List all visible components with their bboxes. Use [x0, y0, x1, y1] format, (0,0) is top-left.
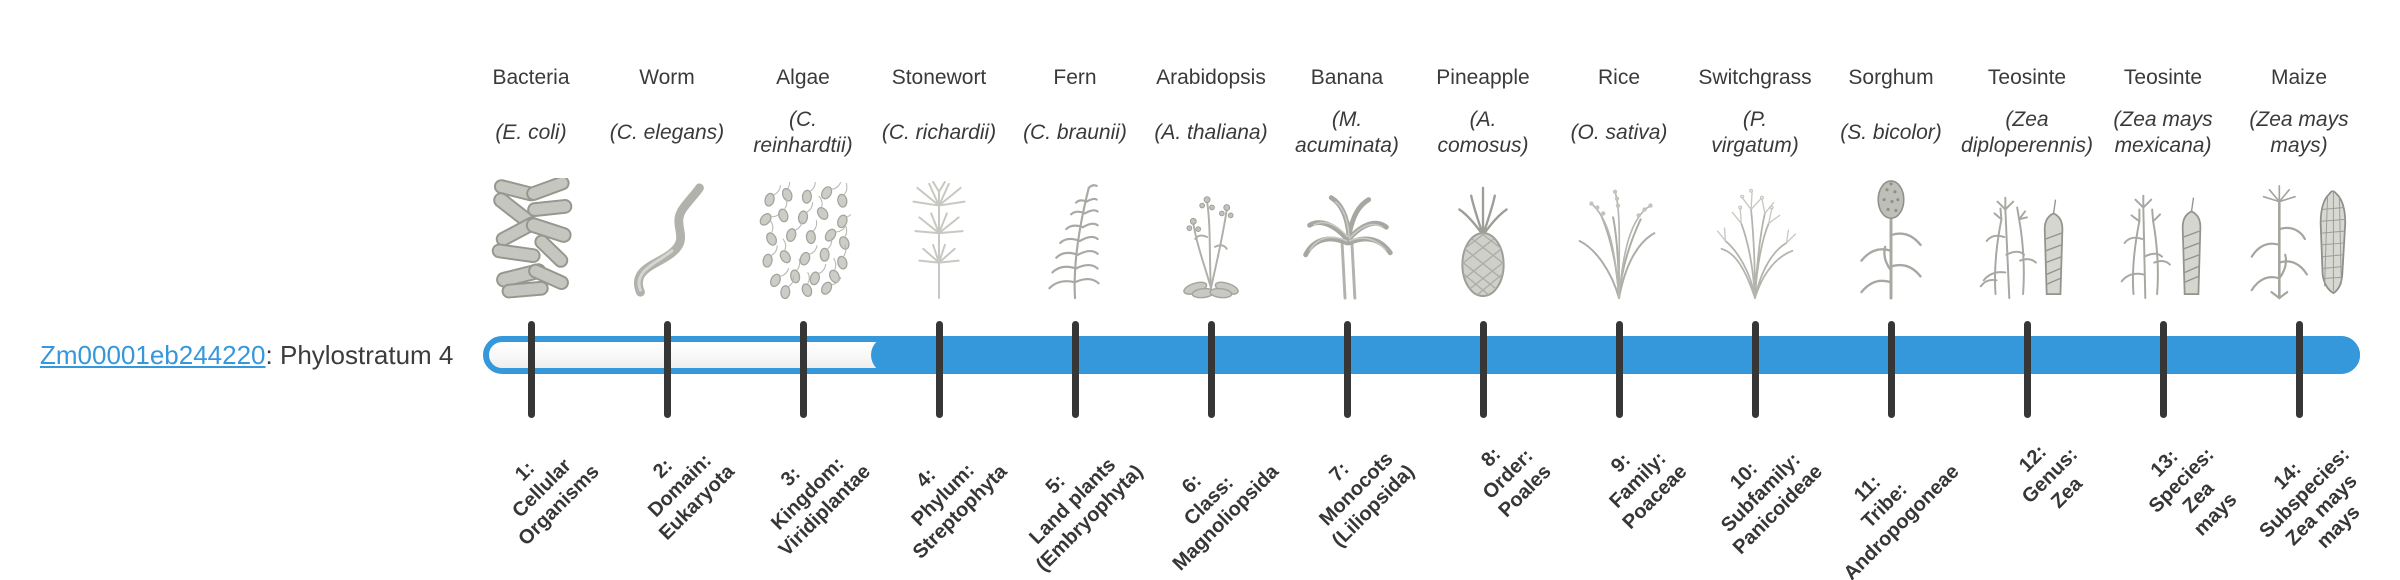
common-name: Arabidopsis — [1156, 66, 1266, 89]
stratum-tick — [935, 321, 943, 418]
taxon-column-maize: Maize (Zea mays mays) — [2231, 0, 2367, 580]
fern-illustration — [1007, 166, 1143, 300]
arabidopsis-illustration — [1143, 166, 1279, 300]
stonewort-illustration — [871, 166, 1007, 300]
maize-illustration — [2231, 166, 2367, 300]
common-name: Worm — [639, 66, 695, 89]
stratum-label: 5: Land plants (Embryophyta) — [1025, 453, 1148, 576]
taxon-column-fern: Fern (C. braunii) — [1007, 0, 1147, 580]
common-name: Bacteria — [492, 66, 570, 89]
gene-phylostratum-text: : Phylostratum 4 — [265, 339, 454, 370]
latin-name: (Zea mays mays) — [2249, 107, 2349, 157]
pineapple-illustration — [1415, 166, 1551, 300]
latin-name: (C. richardii) — [881, 120, 997, 144]
taxon-column-banana: Banana (M. acuminata) — [1279, 0, 1419, 580]
latin-name: (A. thaliana) — [1154, 120, 1268, 144]
taxon-column-teosinte-diploperennis: Teosinte (Zea diploperennis) — [1959, 0, 2095, 580]
common-name: Pineapple — [1436, 66, 1530, 89]
stratum-label: 14: Subspecies: Zea mays mays — [2255, 443, 2365, 553]
teosinte-illustration — [1959, 166, 2095, 300]
latin-name: (Zea mays mexicana) — [2113, 107, 2213, 157]
stratum-tick — [527, 321, 535, 418]
taxon-columns: Bacteria (E. coli) — [463, 0, 2367, 580]
stratum-label: 8: Order: Poales — [1476, 443, 1556, 522]
latin-name: (S. bicolor) — [1840, 120, 1942, 144]
stratum-tick — [1887, 321, 1895, 418]
stratum-tick — [1479, 321, 1487, 418]
gene-id-link[interactable]: Zm00001eb244220 — [40, 339, 266, 370]
latin-name: (Zea diploperennis) — [1961, 107, 2093, 157]
stratum-tick — [2023, 321, 2031, 418]
stratum-label: 1: Cellular Organisms — [507, 454, 604, 551]
stratum-tick — [2159, 321, 2167, 418]
latin-name: (C. braunii) — [1023, 120, 1127, 144]
stratum-tick — [1207, 321, 1215, 418]
stratum-label: 6: Class: Magnoliopsida — [1168, 460, 1284, 576]
common-name: Sorghum — [1848, 66, 1934, 89]
taxon-column-algae: Algae (C. reinhardtii) — [735, 0, 875, 580]
taxon-column-pineapple: Pineapple (A. comosus) — [1415, 0, 1555, 580]
stratum-label: 10: Subfamily: Panicoideae — [1717, 448, 1828, 559]
common-name: Maize — [2270, 66, 2328, 89]
switchgrass-illustration — [1687, 166, 1823, 300]
latin-name: (P. virgatum) — [1711, 107, 1799, 157]
bacteria-illustration — [463, 166, 599, 300]
latin-name: (C. reinhardtii) — [753, 107, 853, 157]
taxon-column-teosinte-mexicana: Teosinte (Zea mays mexicana) — [2095, 0, 2241, 580]
stratum-label: 7: Monocots (Liliopsida) — [1315, 448, 1420, 552]
sorghum-illustration — [1823, 166, 1959, 300]
taxon-column-arabidopsis: Arabidopsis (A. thaliana) — [1143, 0, 1283, 580]
stratum-tick — [1343, 321, 1351, 418]
stratum-label: 2: Domain: Eukaryota — [644, 449, 740, 545]
stratum-label: 4: Phylum: Streptophyta — [907, 459, 1012, 564]
stratum-tick — [799, 321, 807, 418]
common-name: Teosinte — [2123, 66, 2203, 89]
common-name: Stonewort — [891, 66, 987, 89]
stratum-tick — [1751, 321, 1759, 418]
gene-caption: Zm00001eb244220: Phylostratum 4 — [40, 336, 453, 374]
rice-illustration — [1551, 166, 1687, 300]
common-name: Teosinte — [1987, 66, 2067, 89]
teosinte-illustration — [2095, 166, 2231, 300]
taxon-column-worm: Worm (C. elegans) 2: Domain: Eukaryota — [599, 0, 739, 580]
stratum-label: 3: Kingdom: Viridiplantae — [767, 453, 876, 561]
algae-illustration — [735, 166, 871, 300]
taxon-column-stonewort: Stonewort (C. richardii) 4: Phylum: Stre… — [871, 0, 1011, 580]
banana-illustration — [1279, 166, 1415, 300]
latin-name: (E. coli) — [495, 120, 567, 144]
common-name: Switchgrass — [1698, 66, 1812, 89]
stratum-tick — [1615, 321, 1623, 418]
taxon-column-bacteria: Bacteria (E. coli) — [463, 0, 603, 580]
taxon-column-switchgrass: Switchgrass (P. virgatum) 10: Subfamily: — [1687, 0, 1827, 580]
taxon-column-sorghum: Sorghum (S. bicolor) — [1823, 0, 1963, 580]
common-name: Algae — [776, 66, 830, 89]
latin-name: (O. sativa) — [1570, 120, 1668, 144]
stratum-label: 11: Tribe: Andropogoneae — [1839, 460, 1964, 580]
latin-name: (C. elegans) — [609, 120, 725, 144]
common-name: Banana — [1310, 66, 1384, 89]
latin-name: (A. comosus) — [1437, 107, 1529, 157]
common-name: Rice — [1597, 66, 1640, 89]
latin-name: (M. acuminata) — [1295, 107, 1399, 157]
stratum-tick — [2295, 321, 2303, 418]
stratum-label: 12: Genus: Zea — [2015, 440, 2088, 513]
stratum-label: 9: Family: Poaceae — [1605, 447, 1692, 534]
worm-illustration — [599, 166, 735, 300]
taxon-column-rice: Rice (O. sativa) — [1551, 0, 1692, 580]
stratum-tick — [663, 321, 671, 418]
stratum-tick — [1071, 321, 1079, 418]
common-name: Fern — [1053, 66, 1097, 89]
